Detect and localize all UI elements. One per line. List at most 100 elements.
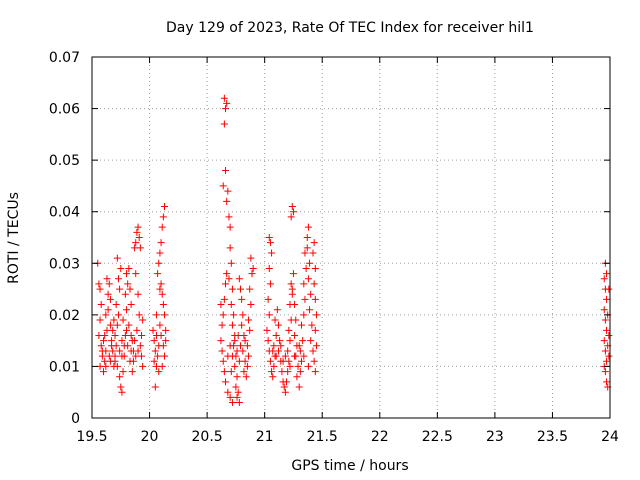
data-point <box>100 368 108 376</box>
data-point <box>271 316 279 324</box>
data-point <box>306 306 314 314</box>
data-point <box>311 264 319 272</box>
data-point <box>232 383 240 391</box>
data-point <box>265 264 273 272</box>
data-point <box>124 280 132 288</box>
data-point <box>279 357 287 365</box>
data-point <box>159 213 167 221</box>
data-point <box>95 280 103 288</box>
data-point <box>158 223 166 231</box>
data-point <box>296 368 304 376</box>
data-point <box>233 347 241 355</box>
y-tick-label: 0.07 <box>49 50 80 66</box>
data-point <box>125 264 133 272</box>
data-point <box>127 331 135 339</box>
y-tick-label: 0.03 <box>49 256 80 272</box>
y-tick-label: 0 <box>71 411 80 427</box>
data-point <box>105 352 113 360</box>
x-tick-label: 20.5 <box>192 429 223 445</box>
data-point <box>134 223 142 231</box>
x-tick-label: 24 <box>601 429 619 445</box>
data-point <box>217 301 225 309</box>
data-point <box>286 337 294 345</box>
data-point <box>270 362 278 370</box>
data-point <box>223 197 231 205</box>
data-point <box>247 301 255 309</box>
data-point <box>264 295 272 303</box>
data-point <box>243 362 251 370</box>
data-point <box>296 347 304 355</box>
data-point <box>302 264 310 272</box>
data-point <box>126 285 134 293</box>
data-point <box>126 357 134 365</box>
data-point <box>98 347 106 355</box>
data-point <box>228 399 236 407</box>
data-point <box>243 342 251 350</box>
data-point <box>161 352 169 360</box>
data-point <box>222 105 230 113</box>
data-point <box>311 295 319 303</box>
x-tick-label: 23 <box>486 429 504 445</box>
data-point <box>225 275 233 283</box>
data-point <box>136 244 144 252</box>
data-point <box>241 337 249 345</box>
data-point <box>266 357 274 365</box>
data-point <box>105 280 113 288</box>
data-point <box>245 352 253 360</box>
x-tick-label: 21 <box>256 429 274 445</box>
data-point <box>298 321 306 329</box>
data-point <box>288 203 296 211</box>
data-point <box>109 347 117 355</box>
data-point <box>132 270 140 278</box>
data-point <box>149 326 157 334</box>
x-tick-label: 22.5 <box>422 429 453 445</box>
data-point <box>234 388 242 396</box>
data-point <box>304 362 312 370</box>
data-point <box>119 368 127 376</box>
x-tick-label: 22 <box>371 429 389 445</box>
data-point <box>284 368 292 376</box>
data-point <box>603 357 611 365</box>
x-axis-label: GPS time / hours <box>291 458 408 474</box>
data-point <box>309 347 317 355</box>
data-point <box>104 306 112 314</box>
data-point <box>159 342 167 350</box>
data-point <box>235 399 243 407</box>
data-point <box>157 239 165 247</box>
data-point <box>120 352 128 360</box>
data-point <box>128 368 136 376</box>
data-point <box>132 352 140 360</box>
data-point <box>220 368 228 376</box>
data-point <box>220 295 228 303</box>
data-point <box>100 337 108 345</box>
data-point <box>300 311 308 319</box>
data-point <box>226 393 234 401</box>
data-point <box>281 388 289 396</box>
data-point <box>136 342 144 350</box>
data-point <box>219 357 227 365</box>
data-point <box>114 275 122 283</box>
data-point <box>304 275 312 283</box>
data-point <box>289 208 297 216</box>
data-point <box>226 244 234 252</box>
chart-title: Day 129 of 2023, Rate Of TEC Index for r… <box>166 20 534 36</box>
data-point <box>294 362 302 370</box>
data-point <box>300 280 308 288</box>
data-point <box>266 280 274 288</box>
x-tick-label: 19.5 <box>76 429 107 445</box>
data-point <box>288 285 296 293</box>
data-point <box>220 94 228 102</box>
data-point <box>116 285 124 293</box>
data-point <box>295 342 303 350</box>
data-point <box>132 239 140 247</box>
data-point <box>152 311 160 319</box>
data-point <box>603 378 611 386</box>
data-point <box>307 290 315 298</box>
data-point <box>242 373 250 381</box>
data-point <box>277 342 285 350</box>
data-point <box>283 378 291 386</box>
data-point <box>281 352 289 360</box>
data-point <box>154 352 162 360</box>
data-point <box>118 388 126 396</box>
data-point <box>291 301 299 309</box>
